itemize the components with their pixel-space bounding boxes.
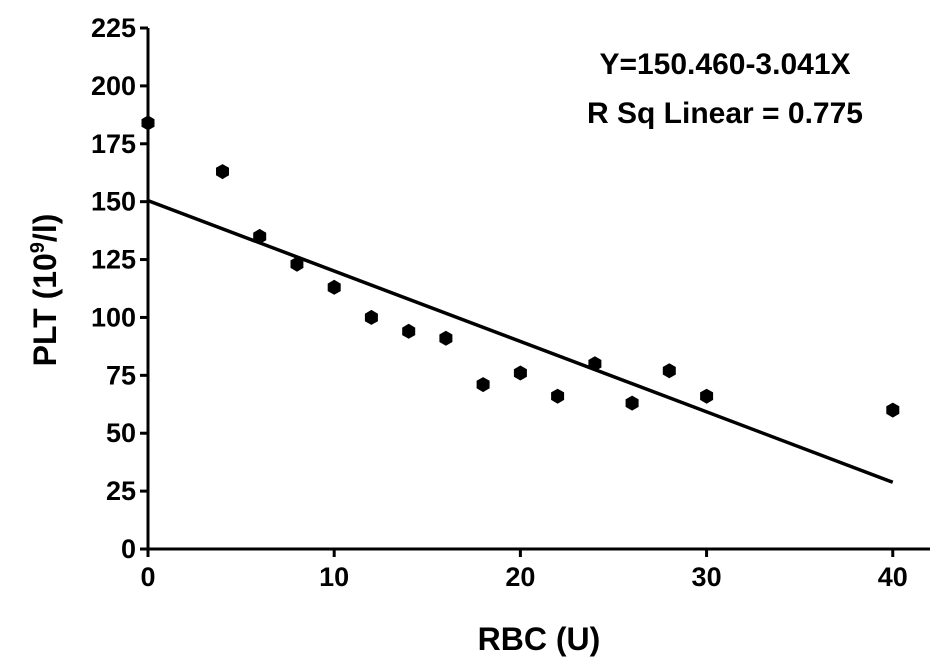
data-point	[253, 228, 267, 244]
x-tick-label: 0	[140, 562, 155, 592]
data-point	[439, 330, 453, 346]
data-point	[513, 365, 527, 381]
y-tick-label: 125	[91, 245, 136, 275]
y-tick-label: 100	[91, 302, 136, 332]
y-tick-label: 150	[91, 187, 136, 217]
axes: 0 25 50 75 100 125 150 175 200 225 0 10 20 30 40	[91, 13, 930, 592]
x-tick-label: 30	[692, 562, 722, 592]
data-point	[476, 377, 490, 393]
y-tick-label: 225	[91, 13, 136, 43]
regression-line	[147, 198, 894, 484]
data-points-layer	[141, 115, 900, 418]
x-tick-label: 10	[319, 562, 349, 592]
y-tick-label: 0	[121, 534, 136, 564]
data-point	[625, 395, 639, 411]
y-tick-label: 200	[91, 71, 136, 101]
data-point	[551, 388, 565, 404]
data-point	[402, 323, 416, 339]
y-tick-label: 50	[106, 418, 136, 448]
data-point	[364, 309, 378, 325]
data-point	[700, 388, 714, 404]
x-tick-label: 20	[505, 562, 535, 592]
annotation-r-squared: R Sq Linear = 0.775	[587, 97, 863, 130]
data-point	[662, 363, 676, 379]
y-axis-title: PLT (109/l)	[27, 214, 63, 367]
x-axis-title: RBC (U)	[478, 621, 601, 657]
data-point	[588, 356, 602, 372]
x-tick-label: 40	[878, 562, 908, 592]
data-point	[290, 256, 304, 272]
data-point	[886, 402, 900, 418]
y-tick-label: 75	[106, 360, 136, 390]
y-tick-label: 25	[106, 476, 136, 506]
data-point	[327, 279, 341, 295]
y-tick-label: 175	[91, 129, 136, 159]
y-axis-title-main: PLT (10	[27, 253, 63, 366]
regression-line-layer	[147, 198, 894, 484]
annotation-equation: Y=150.460-3.041X	[599, 48, 850, 81]
data-point	[216, 164, 229, 180]
y-axis-title-tail: /l)	[27, 214, 63, 242]
y-axis-title-superscript: 9	[27, 242, 49, 253]
